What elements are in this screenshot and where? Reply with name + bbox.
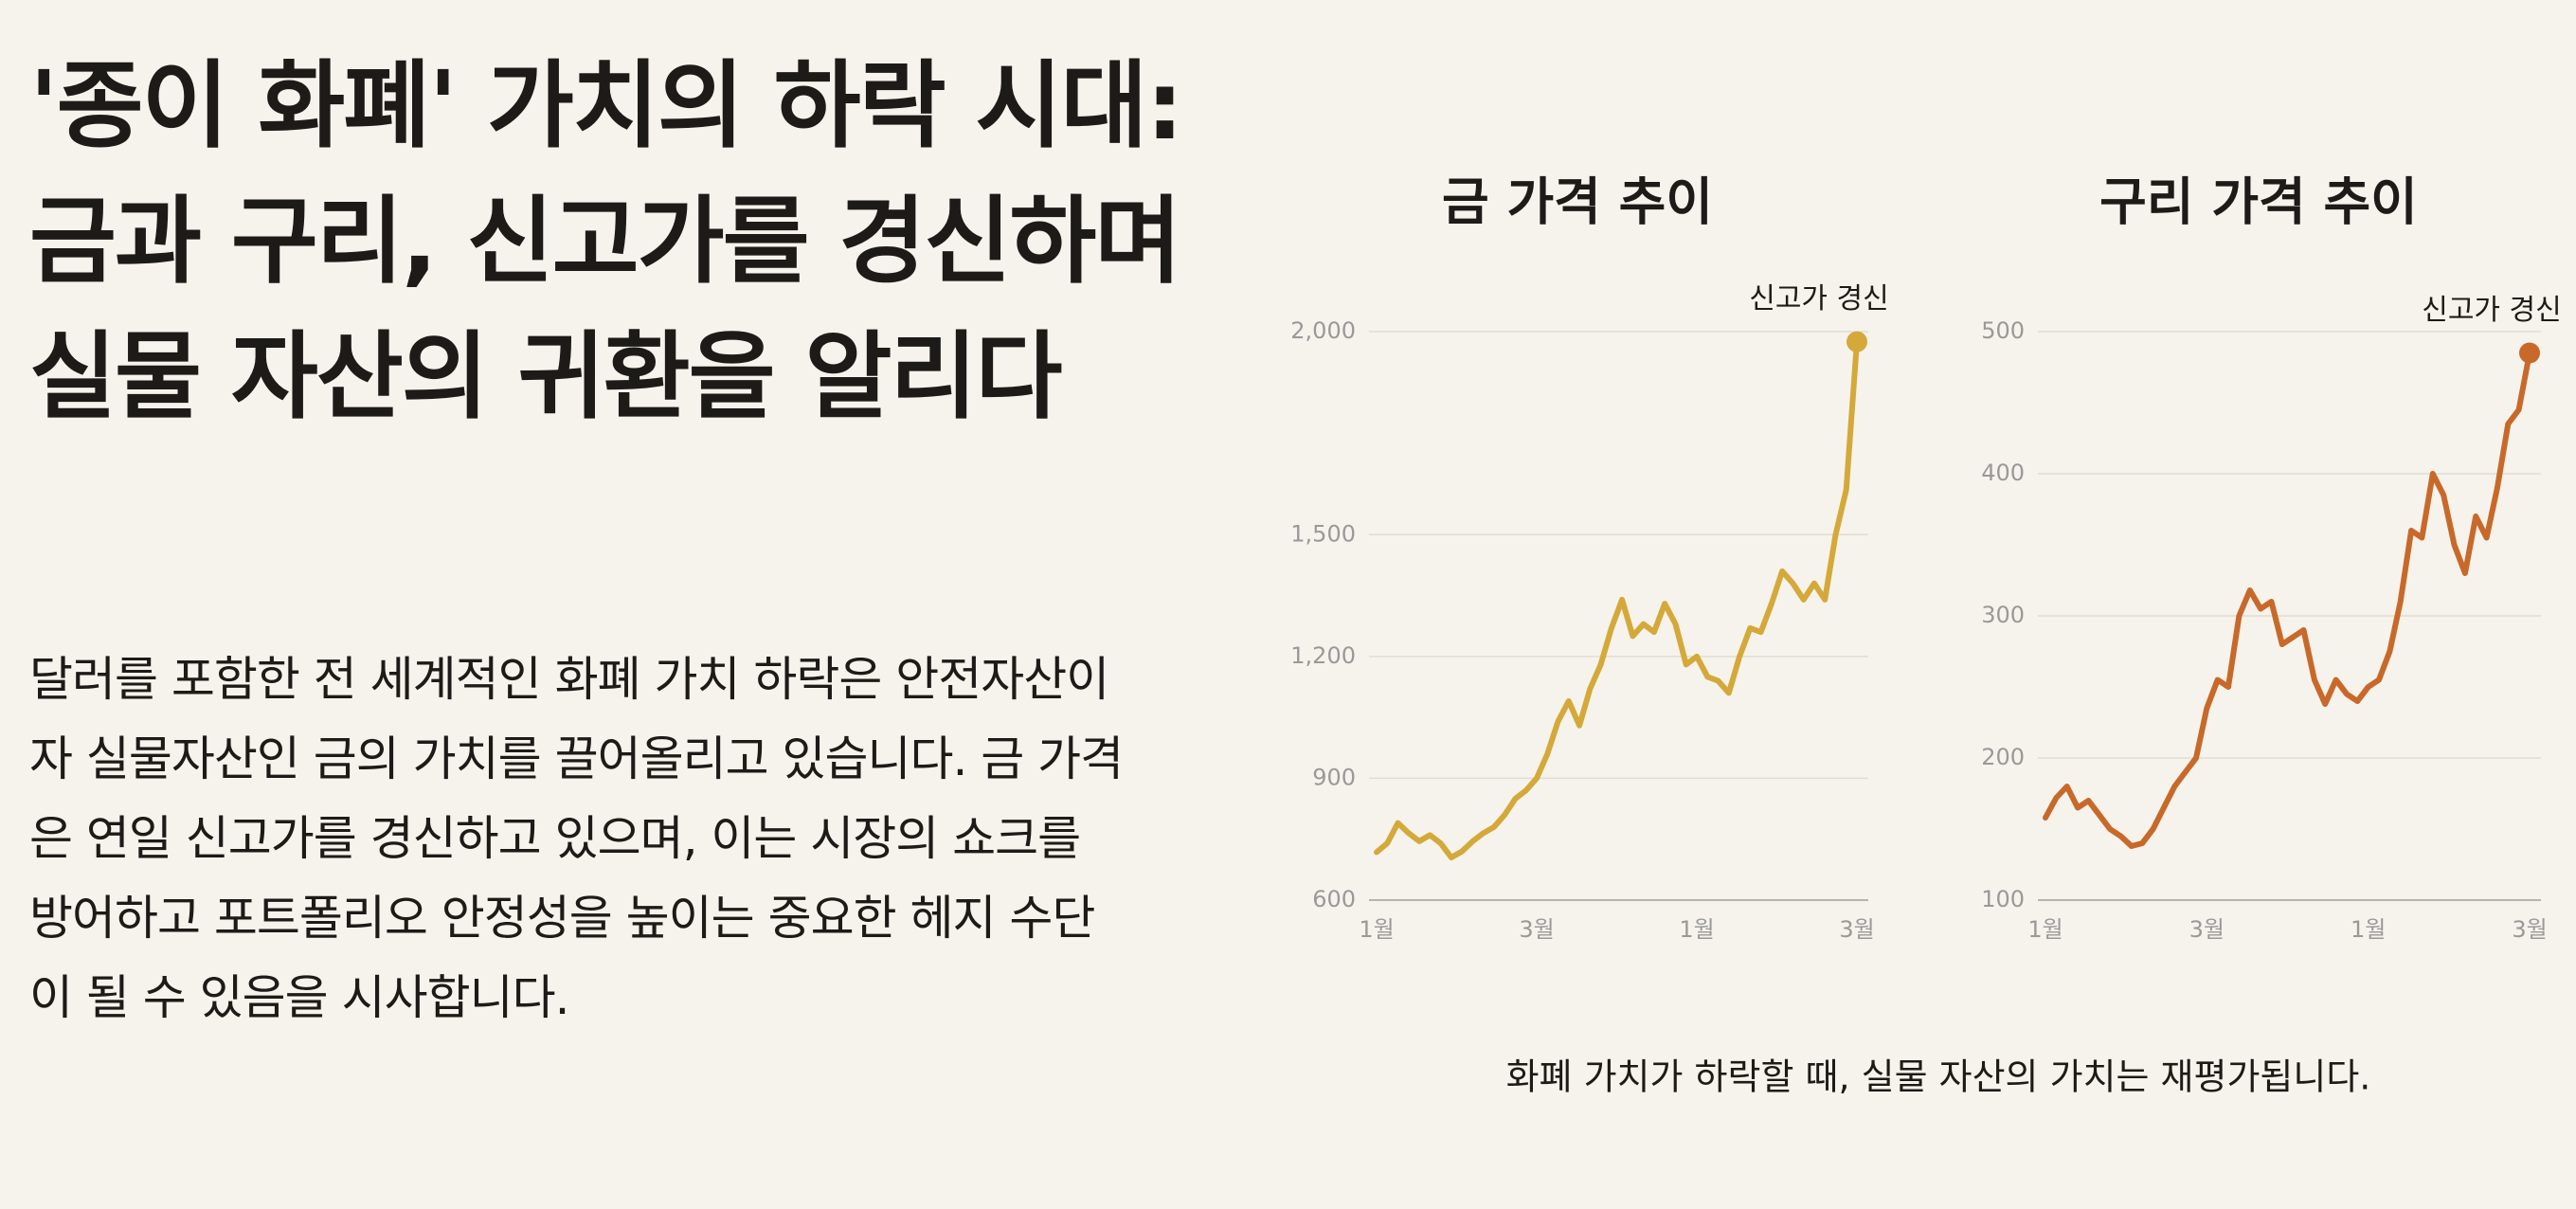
y-tick-label: 100 [1981,886,2025,912]
headline: '종이 화폐' 가치의 하락 시대: 금과 구리, 신고가를 경신하며 실물 자… [29,50,1183,432]
chart-title: 금 가격 추이 [1442,172,1713,232]
y-tick-label: 2,000 [1290,317,1356,344]
y-tick-label: 900 [1312,764,1356,790]
body-text: 달러를 포함한 전 세계적인 화폐 가치 하락은 안전자산이자 실물자산인 금의… [29,652,1124,1025]
peak-dot [1846,331,1867,352]
y-tick-label: 600 [1312,886,1356,912]
y-tick-label: 200 [1981,744,2025,770]
x-tick-label: 3월 [2189,916,2225,943]
x-tick-label: 3월 [1519,916,1554,943]
caption: 화폐 가치가 하락할 때, 실물 자산의 가치는 재평가됩니다. [1506,1056,2371,1098]
x-tick-label: 3월 [2512,916,2547,943]
annotation: 신고가 경신 [2422,294,2562,327]
y-tick-label: 300 [1981,602,2025,628]
y-tick-label: 400 [1981,460,2025,486]
price-line [1374,338,1860,860]
y-tick-label: 1,200 [1290,642,1356,669]
price-line [2043,350,2532,849]
x-tick-label: 1월 [2027,916,2063,943]
x-tick-label: 1월 [2351,916,2386,943]
chart-title: 구리 가격 추이 [2099,172,2418,232]
annotation: 신고가 경신 [1749,282,1889,316]
peak-dot [2519,342,2540,364]
x-tick-label: 3월 [1839,916,1874,943]
x-tick-label: 1월 [1359,916,1394,943]
y-tick-label: 1,500 [1290,520,1356,547]
y-tick-label: 500 [1981,317,2025,344]
x-tick-label: 1월 [1679,916,1714,943]
